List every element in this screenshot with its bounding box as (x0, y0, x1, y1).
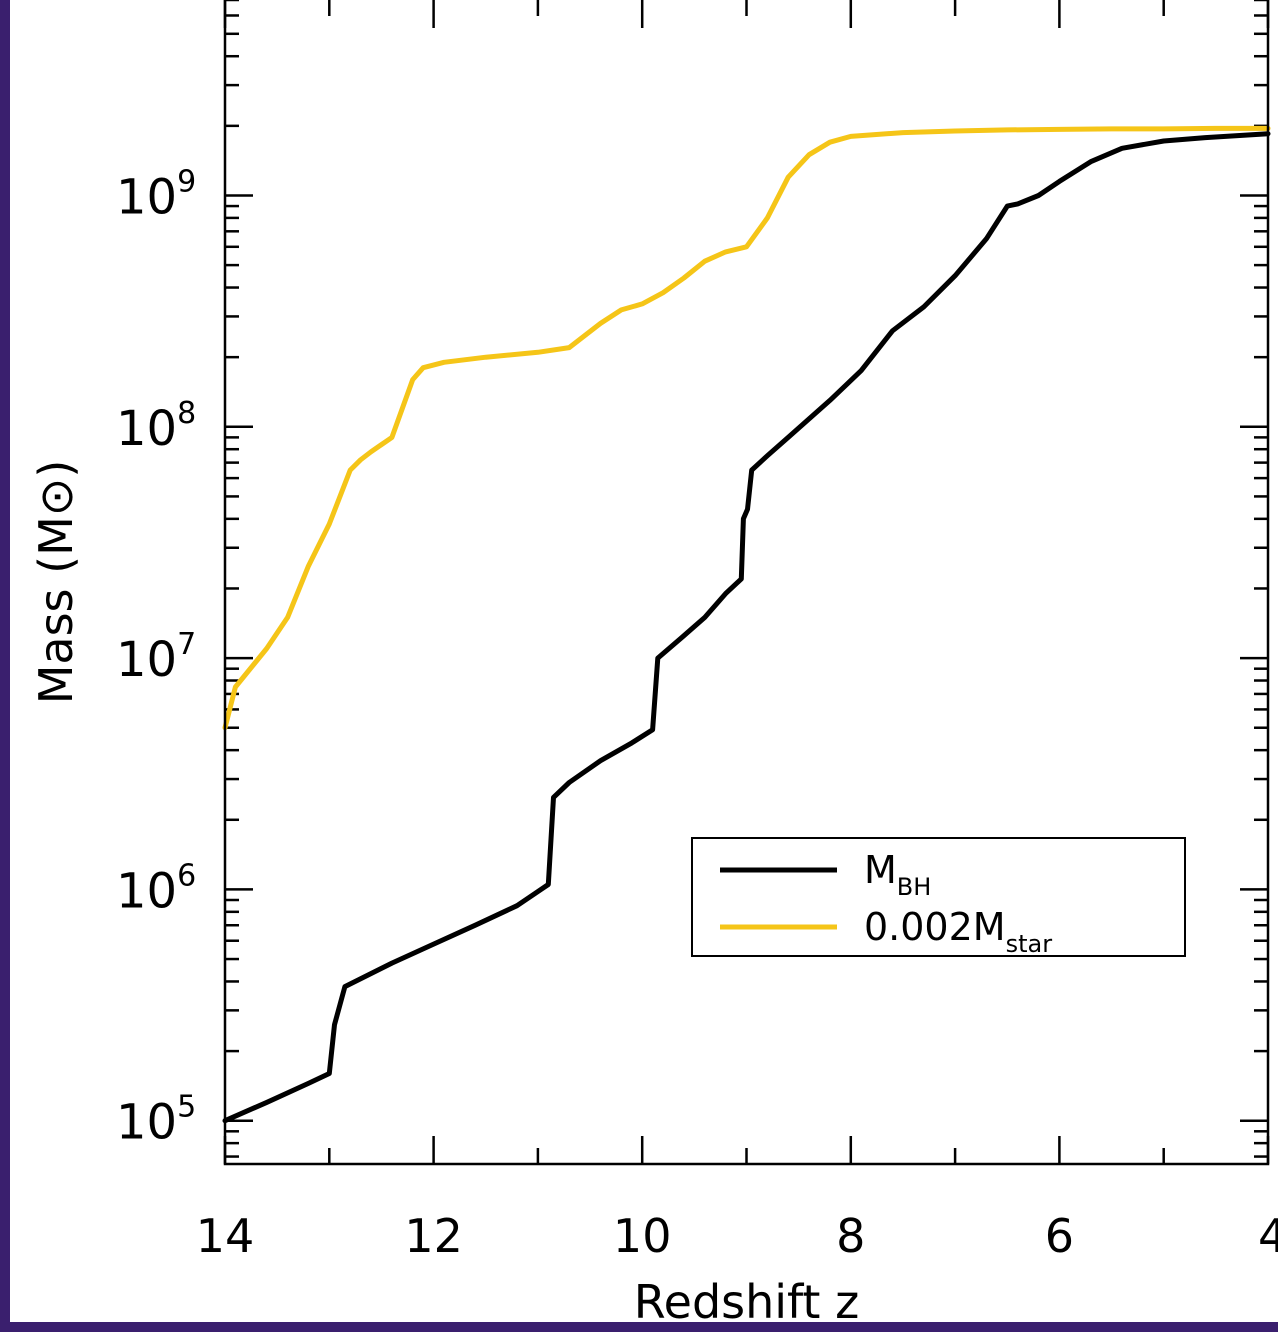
axis-ticks (223, 0, 1270, 1164)
x-tick-labels: 14 12 10 8 6 4 (196, 1209, 1278, 1263)
x-tick-label: 8 (836, 1209, 865, 1263)
y-tick-label: 109 (116, 164, 196, 225)
x-axis-label: Redshift z (634, 1275, 860, 1322)
chart-frame: 14 12 10 8 6 4 105 106 107 108 109 Redshift z Mas… (10, 0, 1278, 1322)
y-tick-label-exponent: 5 (177, 1090, 196, 1125)
y-tick-label-base: 10 (116, 401, 177, 457)
legend-label-mstar-main: 0.002M (864, 905, 1006, 949)
series-line-1 (222, 125, 1271, 731)
y-tick-label-base: 10 (116, 863, 177, 919)
legend: MBH 0.002Mstar (691, 837, 1186, 958)
legend-label-mstar-sub: star (1006, 930, 1053, 958)
y-axis-label: Mass (M⊙) (29, 460, 83, 705)
x-tick-label: 4 (1258, 1209, 1278, 1263)
legend-label-mbh-main: M (864, 848, 897, 892)
y-tick-label-base: 10 (116, 169, 177, 225)
y-tick-label: 106 (116, 858, 196, 919)
x-tick-label: 12 (404, 1209, 463, 1263)
x-tick-label: 14 (196, 1209, 255, 1263)
plot-area-border (223, 0, 1270, 1166)
x-tick-label: 10 (613, 1209, 672, 1263)
series-line-0 (222, 131, 1271, 1124)
y-tick-label-exponent: 6 (177, 858, 196, 893)
legend-label-mstar: 0.002Mstar (864, 905, 1052, 958)
legend-box (691, 837, 1186, 957)
y-tick-label: 105 (116, 1090, 196, 1151)
x-tick-label: 6 (1045, 1209, 1074, 1263)
legend-label-mbh: MBH (864, 848, 931, 901)
y-tick-label: 108 (116, 396, 196, 457)
series-lines (222, 125, 1271, 1124)
y-tick-label-base: 10 (116, 632, 177, 688)
y-tick-label-exponent: 8 (177, 396, 196, 431)
legend-label-mbh-sub: BH (897, 873, 932, 901)
y-tick-label-base: 10 (116, 1095, 177, 1151)
y-tick-label-exponent: 7 (177, 627, 196, 662)
y-tick-label-exponent: 9 (177, 164, 196, 199)
y-tick-label: 107 (116, 627, 196, 688)
